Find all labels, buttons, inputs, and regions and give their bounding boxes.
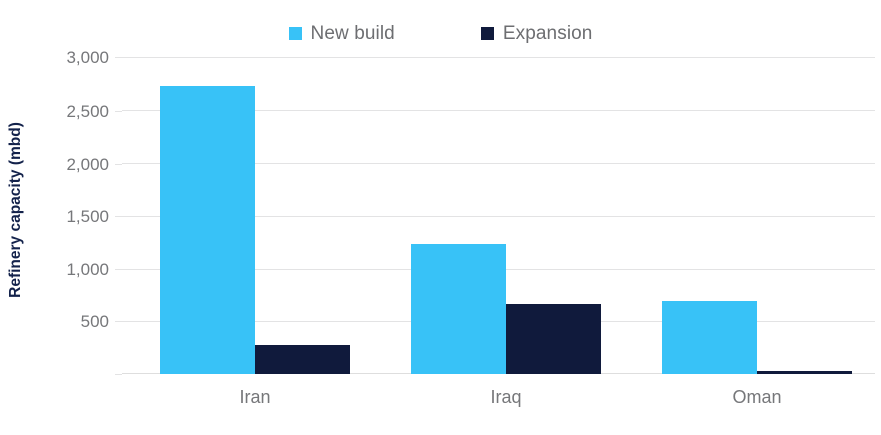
y-tick-label: 500 — [80, 312, 109, 331]
x-label-iran: Iran — [239, 387, 271, 407]
y-tick-label: 1,000 — [66, 260, 109, 279]
gridline-2500 — [122, 110, 875, 111]
y-tick-mark — [115, 269, 122, 270]
legend-label-expansion: Expansion — [502, 22, 593, 44]
y-tick-mark — [115, 57, 122, 58]
y-tick-mark — [115, 321, 122, 322]
gridline-3000 — [122, 57, 875, 58]
y-tick-mark — [115, 374, 122, 375]
square-swatch-icon — [288, 26, 302, 40]
x-label-iraq: Iraq — [490, 387, 522, 407]
bar-iran-new-build[interactable] — [160, 86, 255, 374]
y-tick-label: 3,000 — [66, 48, 109, 67]
y-tick-label: 2,500 — [66, 102, 109, 121]
y-tick-mark — [115, 111, 122, 112]
x-axis: Iran Iraq Oman — [122, 388, 875, 422]
y-tick-mark — [115, 216, 122, 217]
x-label-oman: Oman — [732, 387, 782, 407]
legend-label-new-build: New build — [310, 22, 395, 44]
bar-oman-expansion[interactable] — [757, 371, 852, 374]
y-tick-label: 1,500 — [66, 207, 109, 226]
bar-iraq-expansion[interactable] — [506, 304, 601, 374]
square-swatch-icon — [480, 26, 494, 40]
legend-item-expansion[interactable]: Expansion — [480, 22, 593, 44]
legend-item-new-build[interactable]: New build — [288, 22, 395, 44]
y-tick-mark — [115, 164, 122, 165]
y-tick-label: 2,000 — [66, 155, 109, 174]
chart-legend: New build Expansion — [0, 18, 881, 48]
bar-oman-new-build[interactable] — [662, 301, 757, 374]
y-axis: 3,000 2,500 2,000 1,500 1,000 500 — [0, 0, 122, 435]
bars-layer — [122, 57, 875, 374]
bar-iran-expansion[interactable] — [255, 345, 350, 374]
gridline-1500 — [122, 216, 875, 217]
gridline-2000 — [122, 163, 875, 164]
bar-iraq-new-build[interactable] — [411, 244, 506, 374]
